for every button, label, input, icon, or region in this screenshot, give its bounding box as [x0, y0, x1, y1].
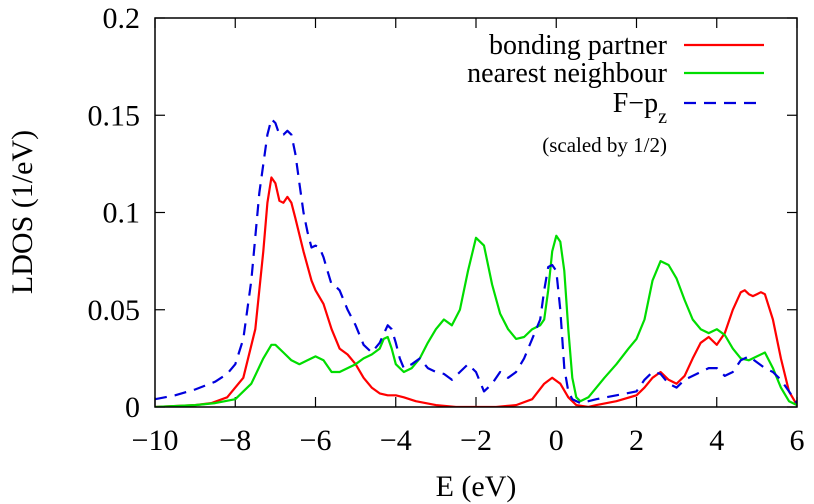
x-tick-label: −6	[300, 424, 332, 457]
y-axis-label: LDOS (1/eV)	[6, 130, 39, 294]
y-tick-label: 0.05	[88, 294, 141, 327]
x-axis-label: E (eV)	[436, 470, 517, 503]
x-tick-label: 4	[709, 424, 724, 457]
y-tick-label: 0.1	[103, 197, 141, 230]
series-line-3	[155, 117, 797, 405]
legend-label-2: nearest neighbour	[467, 58, 667, 89]
x-tick-label: 2	[629, 424, 644, 457]
legend-label-1: bonding partner	[489, 30, 668, 61]
y-tick-label: 0.2	[103, 2, 141, 35]
plot-frame	[154, 17, 798, 408]
scaling-annotation: (scaled by 1/2)	[542, 133, 667, 157]
tick-labels: −10 −8 −6 −4 −2 0 2 4 6 0 0.05 0.1 0.15 0.2	[88, 2, 805, 457]
x-tick-label: 6	[790, 424, 805, 457]
series-line-1	[155, 176, 797, 407]
y-tick-label: 0.15	[88, 99, 141, 132]
x-tick-label: −10	[132, 424, 179, 457]
x-tick-label: −2	[460, 424, 492, 457]
series-layer	[155, 117, 797, 407]
y-tick-label: 0	[125, 391, 140, 424]
x-tick-label: −4	[380, 424, 412, 457]
legend-label-3: F−pz	[613, 88, 667, 128]
x-tick-label: 0	[549, 424, 564, 457]
x-tick-label: −8	[219, 424, 251, 457]
series-line-2	[155, 234, 797, 407]
